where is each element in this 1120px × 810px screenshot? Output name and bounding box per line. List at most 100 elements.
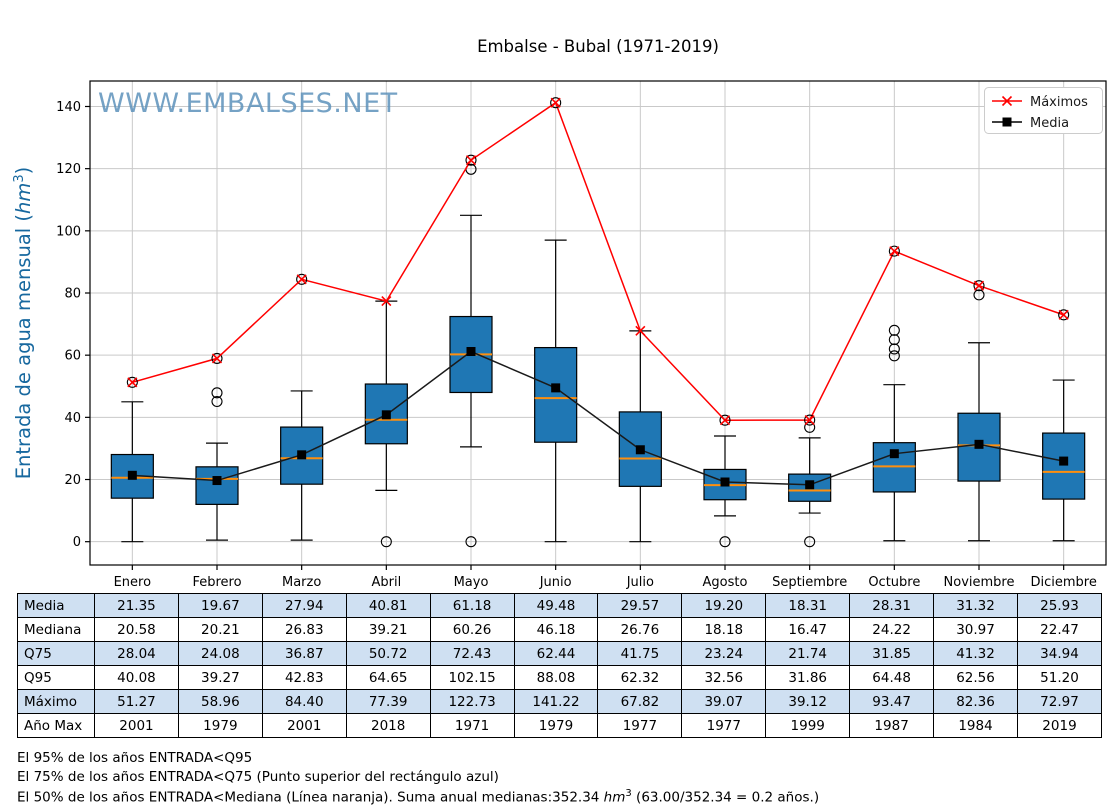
media-marker [1059,456,1069,466]
table-cell: 40.08 [94,665,179,690]
flier-circle [888,343,900,355]
max-flier-circle [211,352,223,364]
stats-table-wrap: Media 21.35 19.67 27.94 40.81 61.18 49.48 29.57… [17,593,1103,738]
table-cell: 36.87 [261,641,347,666]
table-cell: 62.44 [513,641,599,666]
table-cell: 34.94 [1016,641,1103,666]
grid-layer [90,81,1106,565]
table-cell: 39.12 [765,689,851,714]
legend-label-maximos: Máximos [1030,95,1088,110]
media-marker [805,480,815,490]
y-axis-label-post: ) [12,167,35,175]
table-cell: 2018 [345,713,431,738]
flier-circle [804,421,816,433]
table-cell: 31.85 [849,641,935,666]
maximos-x-marker [465,155,477,166]
legend-label-media: Media [1030,116,1069,131]
flier-circle [888,350,900,362]
table-cell: 46.18 [513,617,599,642]
table-cell: 1984 [933,713,1018,738]
x-tick-label: Enero [114,575,152,590]
table-cell: 72.97 [1016,689,1103,714]
flier-circle [888,324,900,336]
flier-circle [211,395,223,408]
maximos-x-marker [804,415,815,426]
y-axis-label: Entrada de agua mensual (hm3) [12,167,35,480]
table-row-label: Q75 [17,641,95,666]
y-axis-label-pre: Entrada de agua mensual ( [12,214,35,479]
table-cell: 30.97 [933,617,1018,642]
stats-table-body: Media 21.35 19.67 27.94 40.81 61.18 49.48 29.57… [17,593,1103,738]
flier-circle [973,289,985,301]
flier-circle [804,536,816,548]
max-flier-circle [465,154,477,166]
flier-circle [888,334,900,346]
table-cell: 51.20 [1016,665,1103,690]
table-cell: 27.94 [261,593,347,618]
table-cell: 51.27 [94,689,179,714]
max-flier-circle [804,414,816,426]
table-cell: 26.76 [597,617,683,642]
media-marker [720,477,730,487]
maximos-x-marker [550,97,561,108]
flier-circle [465,536,477,548]
maximos-x-marker [719,415,731,426]
footnote-mediana-post: (63.00/352.34 = 0.2 años.) [631,789,820,806]
table-cell: 24.22 [849,617,935,642]
stats-table: Media 21.35 19.67 27.94 40.81 61.18 49.48 29.57… [17,593,1103,738]
table-cell: 64.48 [849,665,935,690]
y-tick-label: 80 [64,287,81,302]
media-line [132,350,1064,486]
table-cell: 41.75 [597,641,683,666]
table-row-label: Media [17,593,95,618]
boxplot-box [534,346,578,443]
maximos-x-marker [127,377,138,388]
boxplot-box [364,383,408,445]
table-cell: 1987 [849,713,935,738]
x-tick-label: Noviembre [944,575,1015,590]
x-tick-label: Agosto [703,575,748,590]
maximos-x-marker [889,246,900,257]
max-flier-circle [888,245,900,257]
chart-svg: WWW.EMBALSES.NET 0 20 40 60 80 100 120 140 Enero… [12,80,1107,590]
media-marker [212,476,222,486]
legend-maximos-x-marker [1001,95,1013,107]
table-cell: 31.32 [933,593,1018,618]
table-cell: 31.86 [765,665,851,690]
table-row: Media 21.35 19.67 27.94 40.81 61.18 49.48 29.57… [17,593,1103,618]
footnote-mediana-sup: 3 [625,788,632,799]
media-marker [466,347,476,357]
table-cell: 21.74 [765,641,851,666]
x-tick-label: Mayo [454,575,489,590]
flier-circle [719,536,731,548]
maximos-x-marker [1058,309,1069,320]
footnote-mediana-unit: hm [603,789,626,806]
table-cell: 84.40 [261,689,347,714]
table-cell: 39.07 [681,689,767,714]
maximos-x-marker [635,325,646,336]
max-flier-circle [550,97,562,109]
footnote-mediana-pre: El 50% de los años ENTRADA<Mediana (Líne… [17,789,604,806]
table-cell: 24.08 [177,641,263,666]
table-cell: 20.58 [94,617,179,642]
table-cell: 19.67 [177,593,263,618]
table-cell: 28.31 [849,593,935,618]
media-marker [974,439,984,449]
table-row: Mediana 20.58 20.21 26.83 39.21 60.26 46.18 26.… [17,617,1103,642]
media-marker [889,449,899,459]
table-cell: 62.32 [597,665,683,690]
max-flier-circle [126,376,138,388]
table-cell: 60.26 [429,617,515,642]
table-cell: 39.21 [345,617,431,642]
table-row-label: Q95 [17,665,95,690]
media-marker [551,383,561,393]
footnote-q75: El 75% de los años ENTRADA<Q75 (Punto su… [17,769,499,785]
table-row-label: Año Max [17,713,95,738]
table-row-label: Mediana [17,617,95,642]
media-marker [635,445,645,455]
table-cell: 67.82 [597,689,683,714]
table-cell: 18.31 [765,593,851,618]
table-cell: 22.47 [1016,617,1103,642]
table-cell: 39.27 [177,665,263,690]
